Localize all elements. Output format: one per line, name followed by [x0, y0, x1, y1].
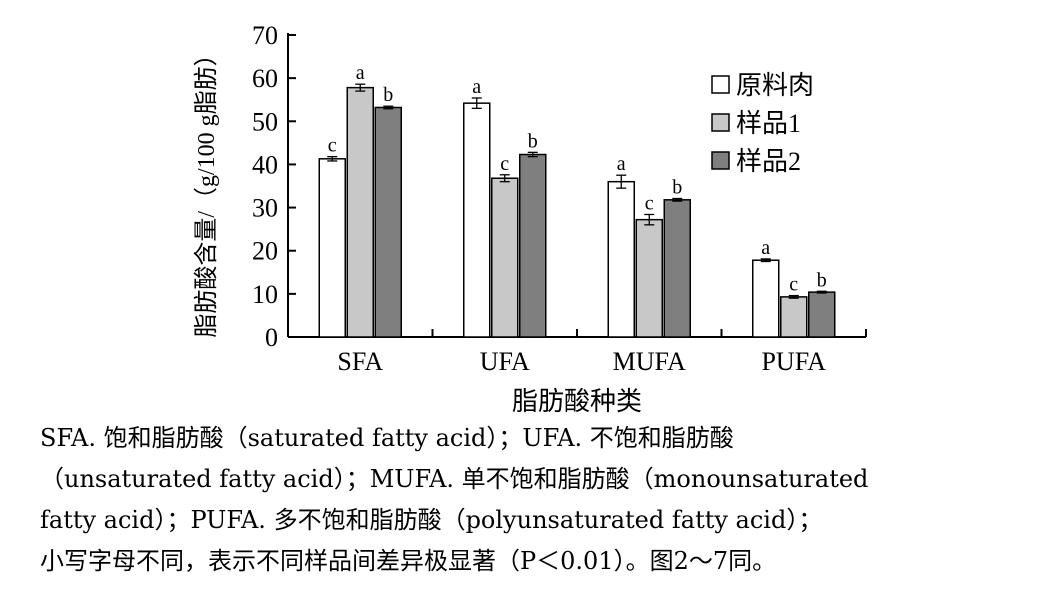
legend-label: 样品2 — [736, 147, 801, 176]
significance-letter: b — [817, 269, 827, 291]
x-tick-label: UFA — [480, 347, 530, 376]
bar — [374, 106, 402, 338]
bar — [635, 218, 663, 338]
caption-line-3: fatty acid）；PUFA. 多不饱和脂肪酸（polyunsaturate… — [40, 506, 823, 534]
legend-swatch — [711, 75, 730, 94]
significance-letter: c — [500, 153, 509, 175]
significance-letter: b — [672, 177, 682, 199]
bar — [752, 259, 780, 338]
y-tick-label: 30 — [252, 194, 278, 223]
caption-line-1: SFA. 饱和脂肪酸（saturated fatty acid）；UFA. 不饱… — [40, 424, 734, 452]
bar — [519, 153, 547, 338]
bar — [318, 158, 346, 338]
significance-letter: a — [472, 76, 481, 98]
significance-letter: a — [617, 153, 626, 175]
y-axis: 0 10 20 30 40 50 60 70 — [252, 21, 296, 352]
y-tick-label: 0 — [265, 323, 278, 352]
x-tick-label: MUFA — [613, 347, 686, 376]
significance-letter: a — [761, 237, 770, 259]
bar — [808, 291, 836, 338]
bar — [607, 180, 635, 338]
bar — [491, 177, 519, 338]
x-tick-label: PUFA — [761, 347, 826, 376]
legend-swatch — [711, 113, 730, 132]
caption-line-4: 小写字母不同，表示不同样品间差异极显著（P＜0.01）。图2～7同。 — [40, 547, 777, 575]
bar — [346, 86, 374, 338]
bar — [780, 296, 808, 338]
bar — [463, 102, 491, 338]
y-tick-label: 40 — [252, 150, 278, 179]
x-tick-label: SFA — [337, 347, 383, 376]
y-tick-label: 20 — [252, 237, 278, 266]
y-axis-label: 脂肪酸含量/（g/100 g脂肪） — [193, 42, 220, 337]
significance-letter: c — [789, 274, 798, 296]
y-tick-label: 50 — [252, 107, 278, 136]
significance-letter: b — [528, 130, 538, 152]
legend-label: 样品1 — [736, 109, 801, 138]
y-tick-label: 70 — [252, 21, 278, 50]
x-axis-label: 脂肪酸种类 — [512, 387, 642, 416]
caption-line-2: （unsaturated fatty acid）；MUFA. 单不饱和脂肪酸（m… — [40, 465, 869, 493]
bar — [663, 199, 691, 338]
legend-swatch — [711, 151, 730, 170]
significance-letter: b — [383, 84, 393, 106]
figure-caption: SFA. 饱和脂肪酸（saturated fatty acid）；UFA. 不饱… — [40, 418, 1030, 582]
significance-letter: c — [328, 135, 337, 157]
y-tick-label: 60 — [252, 64, 278, 93]
significance-letter: a — [356, 62, 365, 84]
legend-label: 原料肉 — [736, 71, 814, 100]
significance-letter: c — [645, 192, 654, 214]
y-tick-label: 10 — [252, 280, 278, 309]
